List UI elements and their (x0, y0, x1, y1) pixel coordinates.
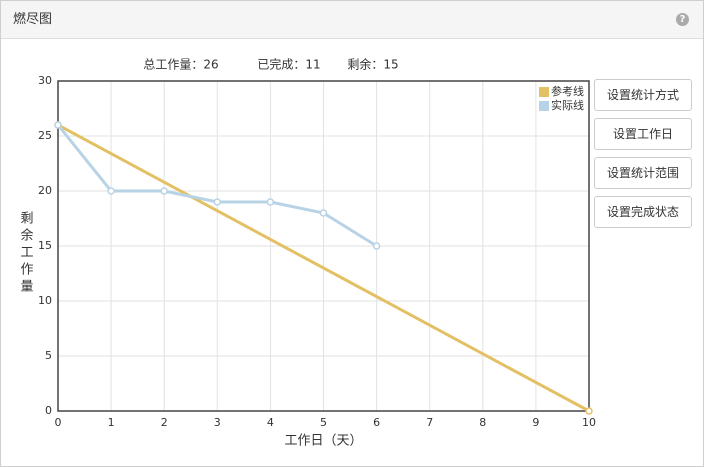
y-axis-label: 剩余工作量 (18, 211, 34, 296)
x-tick-label: 9 (532, 416, 539, 429)
panel-header: 燃尽图 (1, 1, 703, 39)
y-tick-label: 30 (38, 74, 52, 87)
point (54, 121, 62, 129)
button[interactable]: 设置工作日 (594, 118, 692, 150)
y-tick-label: 0 (45, 404, 52, 417)
x-tick-label: 5 (320, 416, 327, 429)
x-tick-label: 6 (373, 416, 380, 429)
x-tick-label: 8 (479, 416, 486, 429)
legend-label: 实际线 (551, 98, 584, 112)
legend-label: 参考线 (551, 84, 584, 98)
y-tick-label: 25 (38, 129, 52, 142)
x-tick-label: 4 (267, 416, 274, 429)
x-tick-label: 10 (582, 416, 596, 429)
x-tick-label: 7 (426, 416, 433, 429)
x-axis-label: 工作日（天） (284, 434, 362, 449)
panel-title: 燃尽图 (13, 12, 53, 27)
button[interactable]: 设置统计范围 (594, 157, 692, 189)
button[interactable]: 设置统计方式 (594, 79, 692, 111)
x-tick-label: 0 (55, 416, 62, 429)
legend-swatch (539, 101, 549, 111)
summary-text: 总工作量：26 (143, 58, 218, 72)
legend-swatch (539, 87, 549, 97)
plot-frame (57, 80, 590, 412)
series-line (57, 123, 590, 413)
point (213, 198, 222, 206)
y-tick-label: 15 (38, 239, 52, 252)
point (585, 407, 593, 415)
point (107, 187, 115, 195)
point (266, 198, 275, 206)
point (372, 242, 381, 250)
y-tick-label: 10 (38, 294, 52, 307)
x-tick-label: 1 (108, 416, 115, 429)
x-tick-label: 2 (161, 416, 168, 429)
button[interactable]: 设置完成状态 (594, 196, 692, 228)
help-icon[interactable]: ? (676, 13, 689, 26)
point (319, 209, 328, 217)
summary-text: 已完成：11 (257, 57, 320, 72)
summary-text: 剩余：15 (347, 57, 398, 72)
y-tick-label: 20 (38, 184, 52, 197)
x-tick-label: 3 (214, 416, 221, 429)
y-tick-label: 5 (45, 349, 52, 362)
point (160, 187, 168, 195)
